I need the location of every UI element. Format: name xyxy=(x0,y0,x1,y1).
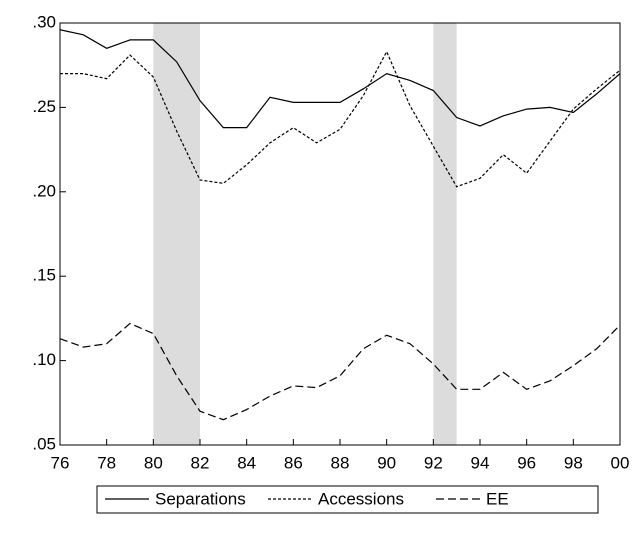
x-tick-label: 98 xyxy=(564,453,583,472)
x-tick-label: 84 xyxy=(237,453,256,472)
series-line xyxy=(59,322,621,421)
x-tick-label: 82 xyxy=(191,453,210,472)
x-tick-label: 86 xyxy=(284,453,303,472)
y-tick-label: .10 xyxy=(32,350,56,369)
plot-frame xyxy=(59,22,621,446)
x-tick-label: 90 xyxy=(377,453,396,472)
legend-label: Accessions xyxy=(318,489,404,508)
y-tick-label: .15 xyxy=(32,266,56,285)
x-tick-label: 76 xyxy=(51,453,70,472)
legend-box xyxy=(96,485,599,514)
series-line xyxy=(59,29,621,129)
legend-label: EE xyxy=(486,489,509,508)
recession-shading xyxy=(153,23,200,445)
x-tick-label: 96 xyxy=(517,453,536,472)
y-tick-label: .20 xyxy=(32,181,56,200)
y-tick-label: .05 xyxy=(32,434,56,453)
x-tick-label: 94 xyxy=(471,453,490,472)
y-tick-label: .30 xyxy=(32,12,56,31)
series-line xyxy=(60,50,621,188)
x-tick-label: 88 xyxy=(331,453,350,472)
x-tick-label: 78 xyxy=(97,453,116,472)
y-tick-label: .25 xyxy=(32,97,56,116)
x-tick-label: 00 xyxy=(611,453,630,472)
x-tick-label: 92 xyxy=(424,453,443,472)
recession-shading xyxy=(433,23,457,445)
x-tick-label: 80 xyxy=(144,453,163,472)
legend-label: Separations xyxy=(155,489,246,508)
